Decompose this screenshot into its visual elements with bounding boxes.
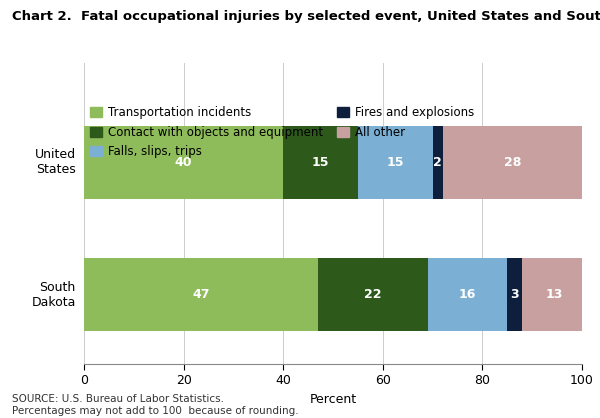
Text: 22: 22 (364, 288, 382, 301)
Text: 47: 47 (192, 288, 210, 301)
Text: 28: 28 (503, 155, 521, 168)
Bar (428, 258, 508, 331)
Text: SOURCE: U.S. Bureau of Labor Statistics.
Percentages may not add to 100  because: SOURCE: U.S. Bureau of Labor Statistics.… (12, 394, 299, 416)
Bar (522, 258, 587, 331)
Text: 15: 15 (312, 155, 329, 168)
Text: 15: 15 (386, 155, 404, 168)
X-axis label: Percent: Percent (310, 393, 356, 405)
Bar (318, 258, 428, 331)
Text: 2: 2 (433, 155, 442, 168)
Text: 40: 40 (175, 155, 193, 168)
Bar (283, 126, 358, 199)
Legend: Transportation incidents, Contact with objects and equipment, Falls, slips, trip: Transportation incidents, Contact with o… (90, 106, 474, 158)
Bar (508, 258, 522, 331)
Text: Chart 2.  Fatal occupational injuries by selected event, United States and South: Chart 2. Fatal occupational injuries by … (12, 10, 600, 23)
Bar (433, 126, 443, 199)
Text: 3: 3 (511, 288, 519, 301)
Bar (84, 258, 318, 331)
Bar (358, 126, 433, 199)
Bar (443, 126, 582, 199)
Text: 13: 13 (546, 288, 563, 301)
Text: 16: 16 (459, 288, 476, 301)
Bar (84, 126, 283, 199)
